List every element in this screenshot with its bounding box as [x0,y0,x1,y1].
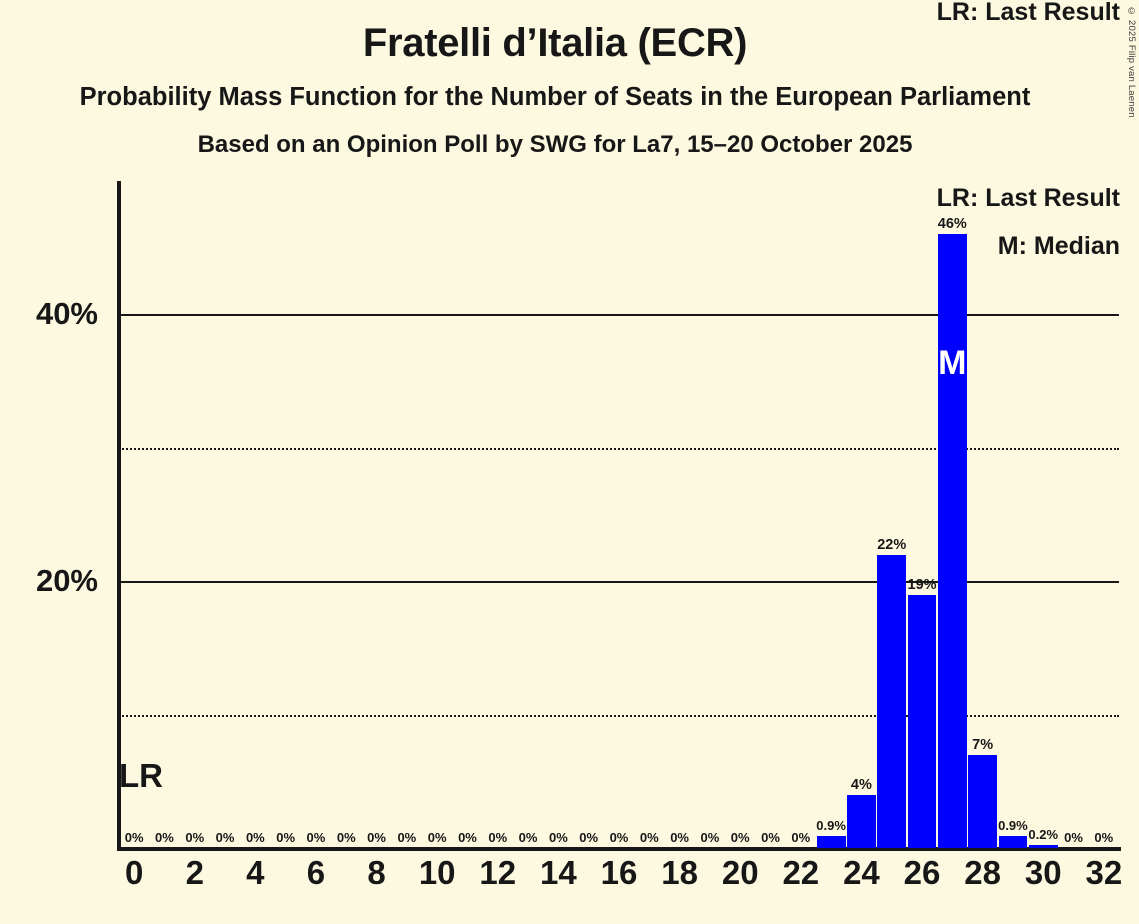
y-axis-line [117,181,121,848]
bar-value-label-seat-10: 0% [427,830,447,845]
x-tick-label-30: 30 [1024,854,1062,891]
x-tick-label-16: 16 [600,854,638,891]
x-tick-label-6: 6 [306,854,326,891]
bar-value-label-seat-16: 0% [609,830,629,845]
bar-value-label-seat-27: 46% [937,216,967,233]
gridline-30pct [119,447,1119,450]
bar-seat-29 [998,836,1028,848]
bar-value-label-seat-6: 0% [306,830,326,845]
page-title: Fratelli d’Italia (ECR) [362,21,748,65]
x-tick-label-18: 18 [661,854,698,891]
bar-value-label-seat-26: 19% [907,576,937,593]
bar-value-label-seat-24: 4% [850,776,872,793]
bar-value-label-seat-32: 0% [1094,830,1114,845]
bar-value-label-seat-23: 0.9% [816,817,846,833]
bar-value-label-seat-25: 22% [877,536,907,553]
bar-value-label-seat-2: 0% [185,830,205,845]
x-tick-label-24: 24 [843,854,880,891]
bar-value-label-seat-31: 0% [1064,830,1083,845]
legend-last-result-label: LR: Last Result [936,0,1120,26]
gridline-40pct [119,314,1119,317]
x-tick-label-8: 8 [367,854,386,891]
y-tick-label-40: 40% [35,296,98,332]
x-axis-line [117,847,1121,851]
legend-lr-row: LR: Last Result [936,184,1120,212]
bar-seat-23 [816,836,846,848]
bar-seat-27 [937,234,967,848]
chart-source-line: Based on an Opinion Poll by SWG for La7,… [197,130,913,158]
bar-value-label-seat-8: 0% [367,830,386,845]
bar-seat-28 [968,754,998,848]
last-result-marker: LR [119,756,163,794]
bar-value-label-seat-22: 0% [791,830,811,845]
gridline-20pct [119,581,1119,584]
bar-seat-26 [907,594,937,848]
x-tick-label-0: 0 [124,854,144,891]
bar-value-label-seat-7: 0% [336,830,356,845]
bar-value-label-seat-28: 7% [972,736,994,753]
chart-subtitle: Probability Mass Function for the Number… [79,83,1031,111]
x-tick-label-2: 2 [185,854,204,891]
copyright-notice: © 2025 Filip van Laenen [1126,6,1137,118]
bar-value-label-seat-17: 0% [639,830,659,845]
plot-area: 20% 40% 0% 0% 0% 0% 0% 0% 0% 0% 0% 0% 0% 0% 0% 0% 0% 0% 0… [36,181,1121,851]
bar-value-label-seat-21: 0% [761,830,780,845]
x-tick-label-22: 22 [782,854,820,891]
y-tick-label-20: 20% [35,563,98,599]
bar-value-label-seat-12: 0% [488,830,508,845]
x-tick-label-26: 26 [903,854,941,891]
bar-value-label-seat-4: 0% [245,830,265,845]
x-tick-label-12: 12 [479,854,517,891]
x-tick-label-14: 14 [540,854,577,891]
bar-value-label-seat-3: 0% [215,830,235,845]
gridline-10pct [119,714,1119,717]
bar-seat-24 [847,794,876,848]
bar-value-label-seat-0: 0% [124,830,144,845]
bar-value-label-seat-19: 0% [700,830,720,845]
x-tick-label-28: 28 [964,854,1001,891]
x-tick-label-4: 4 [246,854,265,891]
x-tick-label-10: 10 [418,854,456,891]
legend-median-row: M: Median [997,232,1120,260]
bar-value-label-seat-13: 0% [518,830,538,845]
x-tick-label-20: 20 [721,854,759,891]
bar-value-label-seat-5: 0% [276,830,296,845]
bar-value-label-seat-18: 0% [670,830,689,845]
median-marker: M [938,344,967,383]
bar-value-label-seat-15: 0% [579,830,599,845]
bar-value-label-seat-14: 0% [548,830,568,845]
bar-value-label-seat-11: 0% [458,830,477,845]
bar-value-label-seat-29: 0.9% [998,817,1028,833]
title-block: Fratelli d’Italia (ECR) Probability Mass… [0,0,1110,157]
bar-value-label-seat-20: 0% [730,830,750,845]
bar-value-label-seat-9: 0% [397,830,417,845]
bar-seat-25 [877,554,907,848]
bar-value-label-seat-30: 0.2% [1028,827,1059,843]
bar-value-label-seat-1: 0% [155,830,174,845]
x-tick-label-32: 32 [1085,854,1123,891]
bar-seat-30 [1028,845,1058,848]
